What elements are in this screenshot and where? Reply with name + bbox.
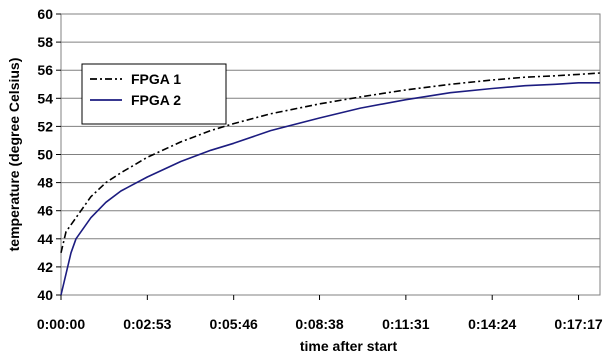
x-tick-label: 0:05:46 [210, 316, 258, 332]
y-axis-title: temperature (degree Celsius) [6, 58, 22, 252]
x-tick-label: 0:14:24 [468, 316, 516, 332]
series-line-fpga-2 [60, 82, 600, 296]
legend-box [81, 63, 227, 125]
gridlines [61, 13, 600, 296]
y-axis-ticks: 40 42 44 46 48 50 52 54 56 58 60 [37, 6, 61, 303]
series-line-fpga-1 [60, 72, 601, 253]
legend: FPGA 1 FPGA 2 [81, 63, 227, 125]
y-tick-label: 60 [37, 6, 53, 22]
x-axis-title: time after start [300, 338, 398, 354]
x-axis-ticks: 0:00:00 0:02:53 0:05:46 0:08:38 0:11:31 0:14:… [37, 295, 603, 332]
y-tick-label: 58 [37, 34, 53, 50]
y-tick-label: 46 [37, 203, 53, 219]
x-tick-label: 0:02:53 [123, 316, 171, 332]
y-tick-label: 50 [37, 147, 53, 163]
x-tick-label: 0:11:31 [382, 316, 430, 332]
y-tick-label: 44 [37, 231, 53, 247]
y-tick-label: 48 [37, 175, 53, 191]
x-tick-label: 0:00:00 [37, 316, 85, 332]
legend-label-fpga-2: FPGA 2 [131, 92, 181, 108]
y-tick-label: 52 [37, 118, 53, 134]
y-tick-label: 54 [37, 90, 53, 106]
legend-label-fpga-1: FPGA 1 [131, 71, 181, 87]
x-tick-label: 0:17:17 [554, 316, 602, 332]
x-tick-label: 0:08:38 [295, 316, 343, 332]
y-tick-label: 56 [37, 62, 53, 78]
series-lines [60, 72, 601, 296]
y-tick-label: 42 [37, 259, 53, 275]
y-tick-label: 40 [37, 287, 53, 303]
